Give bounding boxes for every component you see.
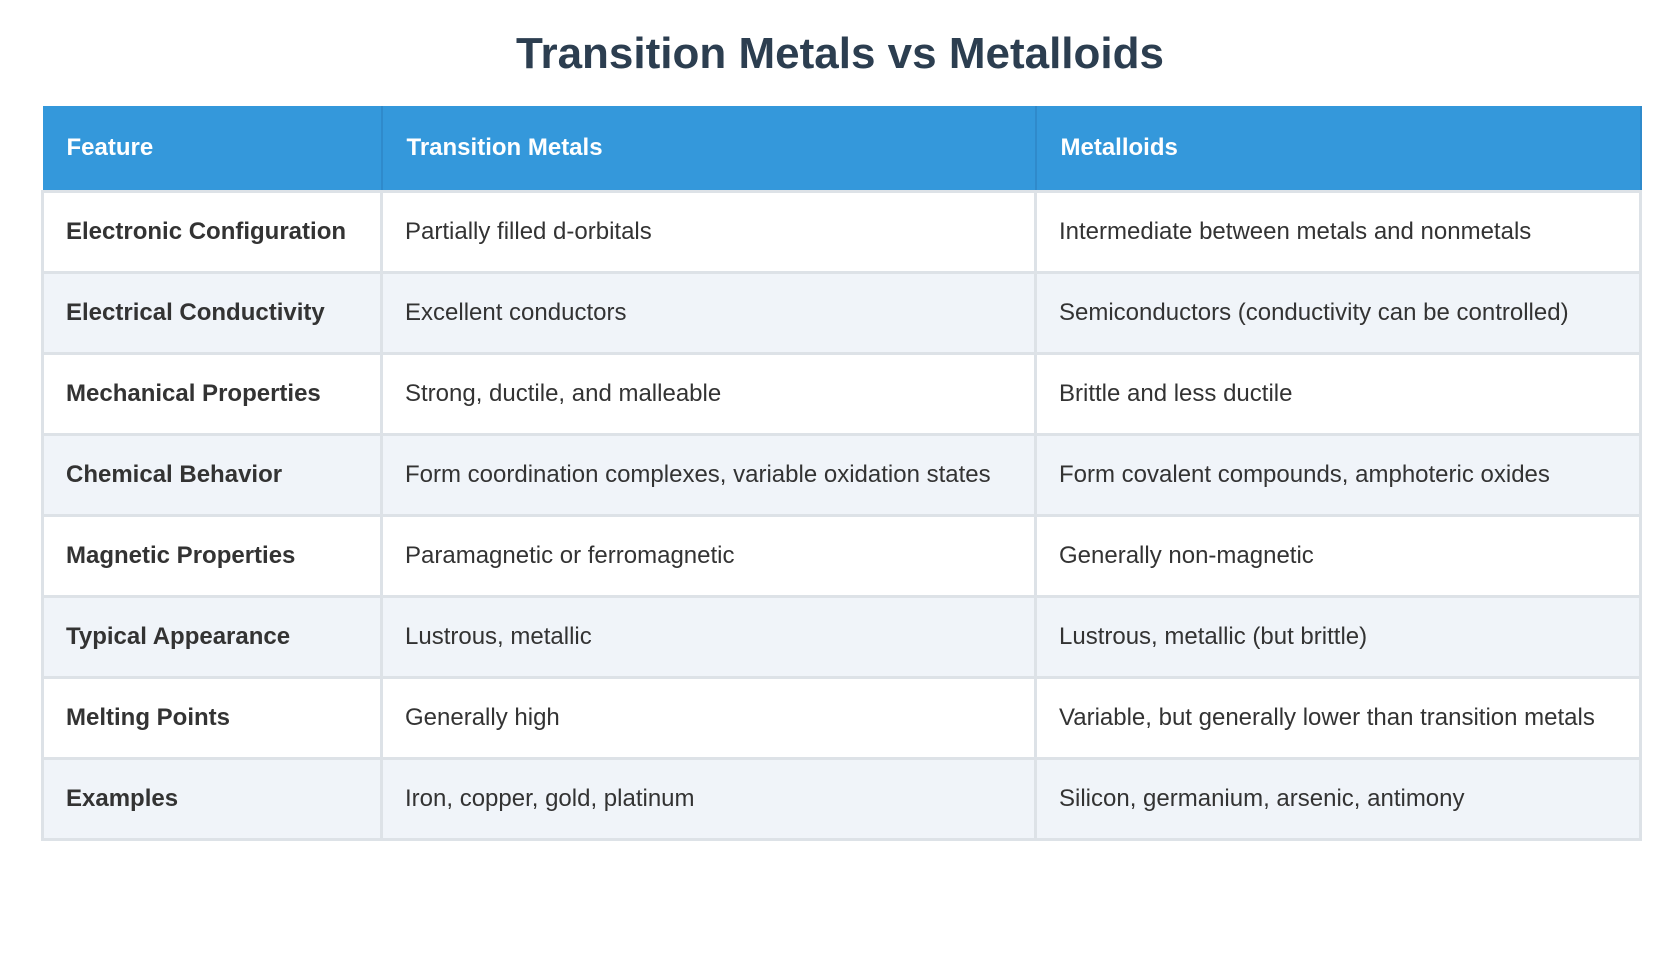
data-cell: Form coordination complexes, variable ox… [380, 432, 1037, 517]
table-row: Chemical Behavior Form coordination compl… [41, 432, 1642, 517]
table-row: Electronic Configuration Partially filled… [41, 189, 1642, 274]
table-row: Mechanical Properties Strong, ductile, an… [41, 351, 1642, 436]
data-cell: Form covalent compounds, amphoteric oxid… [1034, 432, 1642, 517]
data-cell: Brittle and less ductile [1034, 351, 1642, 436]
data-cell: Semiconductors (conductivity can be cont… [1034, 270, 1642, 355]
data-cell: Intermediate between metals and nonmetal… [1034, 189, 1642, 274]
data-cell: Partially filled d-orbitals [380, 189, 1037, 274]
feature-cell: Examples [41, 756, 383, 841]
table-row: Magnetic Properties Paramagnetic or ferro… [41, 513, 1642, 598]
comparison-table: Feature Transition Metals Metalloids Elect… [41, 106, 1642, 841]
table-row: Examples Iron, copper, gold, platinum Sili… [41, 756, 1642, 841]
header-cell: Metalloids [1035, 106, 1642, 191]
header-row: Feature Transition Metals Metalloids [42, 106, 1642, 191]
feature-cell: Mechanical Properties [41, 351, 383, 436]
table-body: Electronic Configuration Partially filled… [41, 189, 1642, 841]
data-cell: Excellent conductors [380, 270, 1037, 355]
data-cell: Strong, ductile, and malleable [380, 351, 1037, 436]
data-cell: Generally high [380, 675, 1037, 760]
feature-cell: Electronic Configuration [41, 189, 383, 274]
table-row: Typical Appearance Lustrous, metallic Lust… [41, 594, 1642, 679]
page-title: Transition Metals vs Metalloids [516, 29, 1164, 78]
data-cell: Paramagnetic or ferromagnetic [380, 513, 1037, 598]
feature-cell: Chemical Behavior [41, 432, 383, 517]
feature-cell: Typical Appearance [41, 594, 383, 679]
feature-cell: Magnetic Properties [41, 513, 383, 598]
table-row: Electrical Conductivity Excellent conduct… [41, 270, 1642, 355]
feature-cell: Melting Points [41, 675, 383, 760]
data-cell: Silicon, germanium, arsenic, antimony [1034, 756, 1642, 841]
table-row: Melting Points Generally high Variable, bu… [41, 675, 1642, 760]
data-cell: Generally non-magnetic [1034, 513, 1642, 598]
data-cell: Lustrous, metallic (but brittle) [1034, 594, 1642, 679]
header-cell: Feature [42, 106, 383, 191]
data-cell: Lustrous, metallic [380, 594, 1037, 679]
data-cell: Variable, but generally lower than trans… [1034, 675, 1642, 760]
feature-cell: Electrical Conductivity [41, 270, 383, 355]
data-cell: Iron, copper, gold, platinum [380, 756, 1037, 841]
header-cell: Transition Metals [381, 106, 1037, 191]
